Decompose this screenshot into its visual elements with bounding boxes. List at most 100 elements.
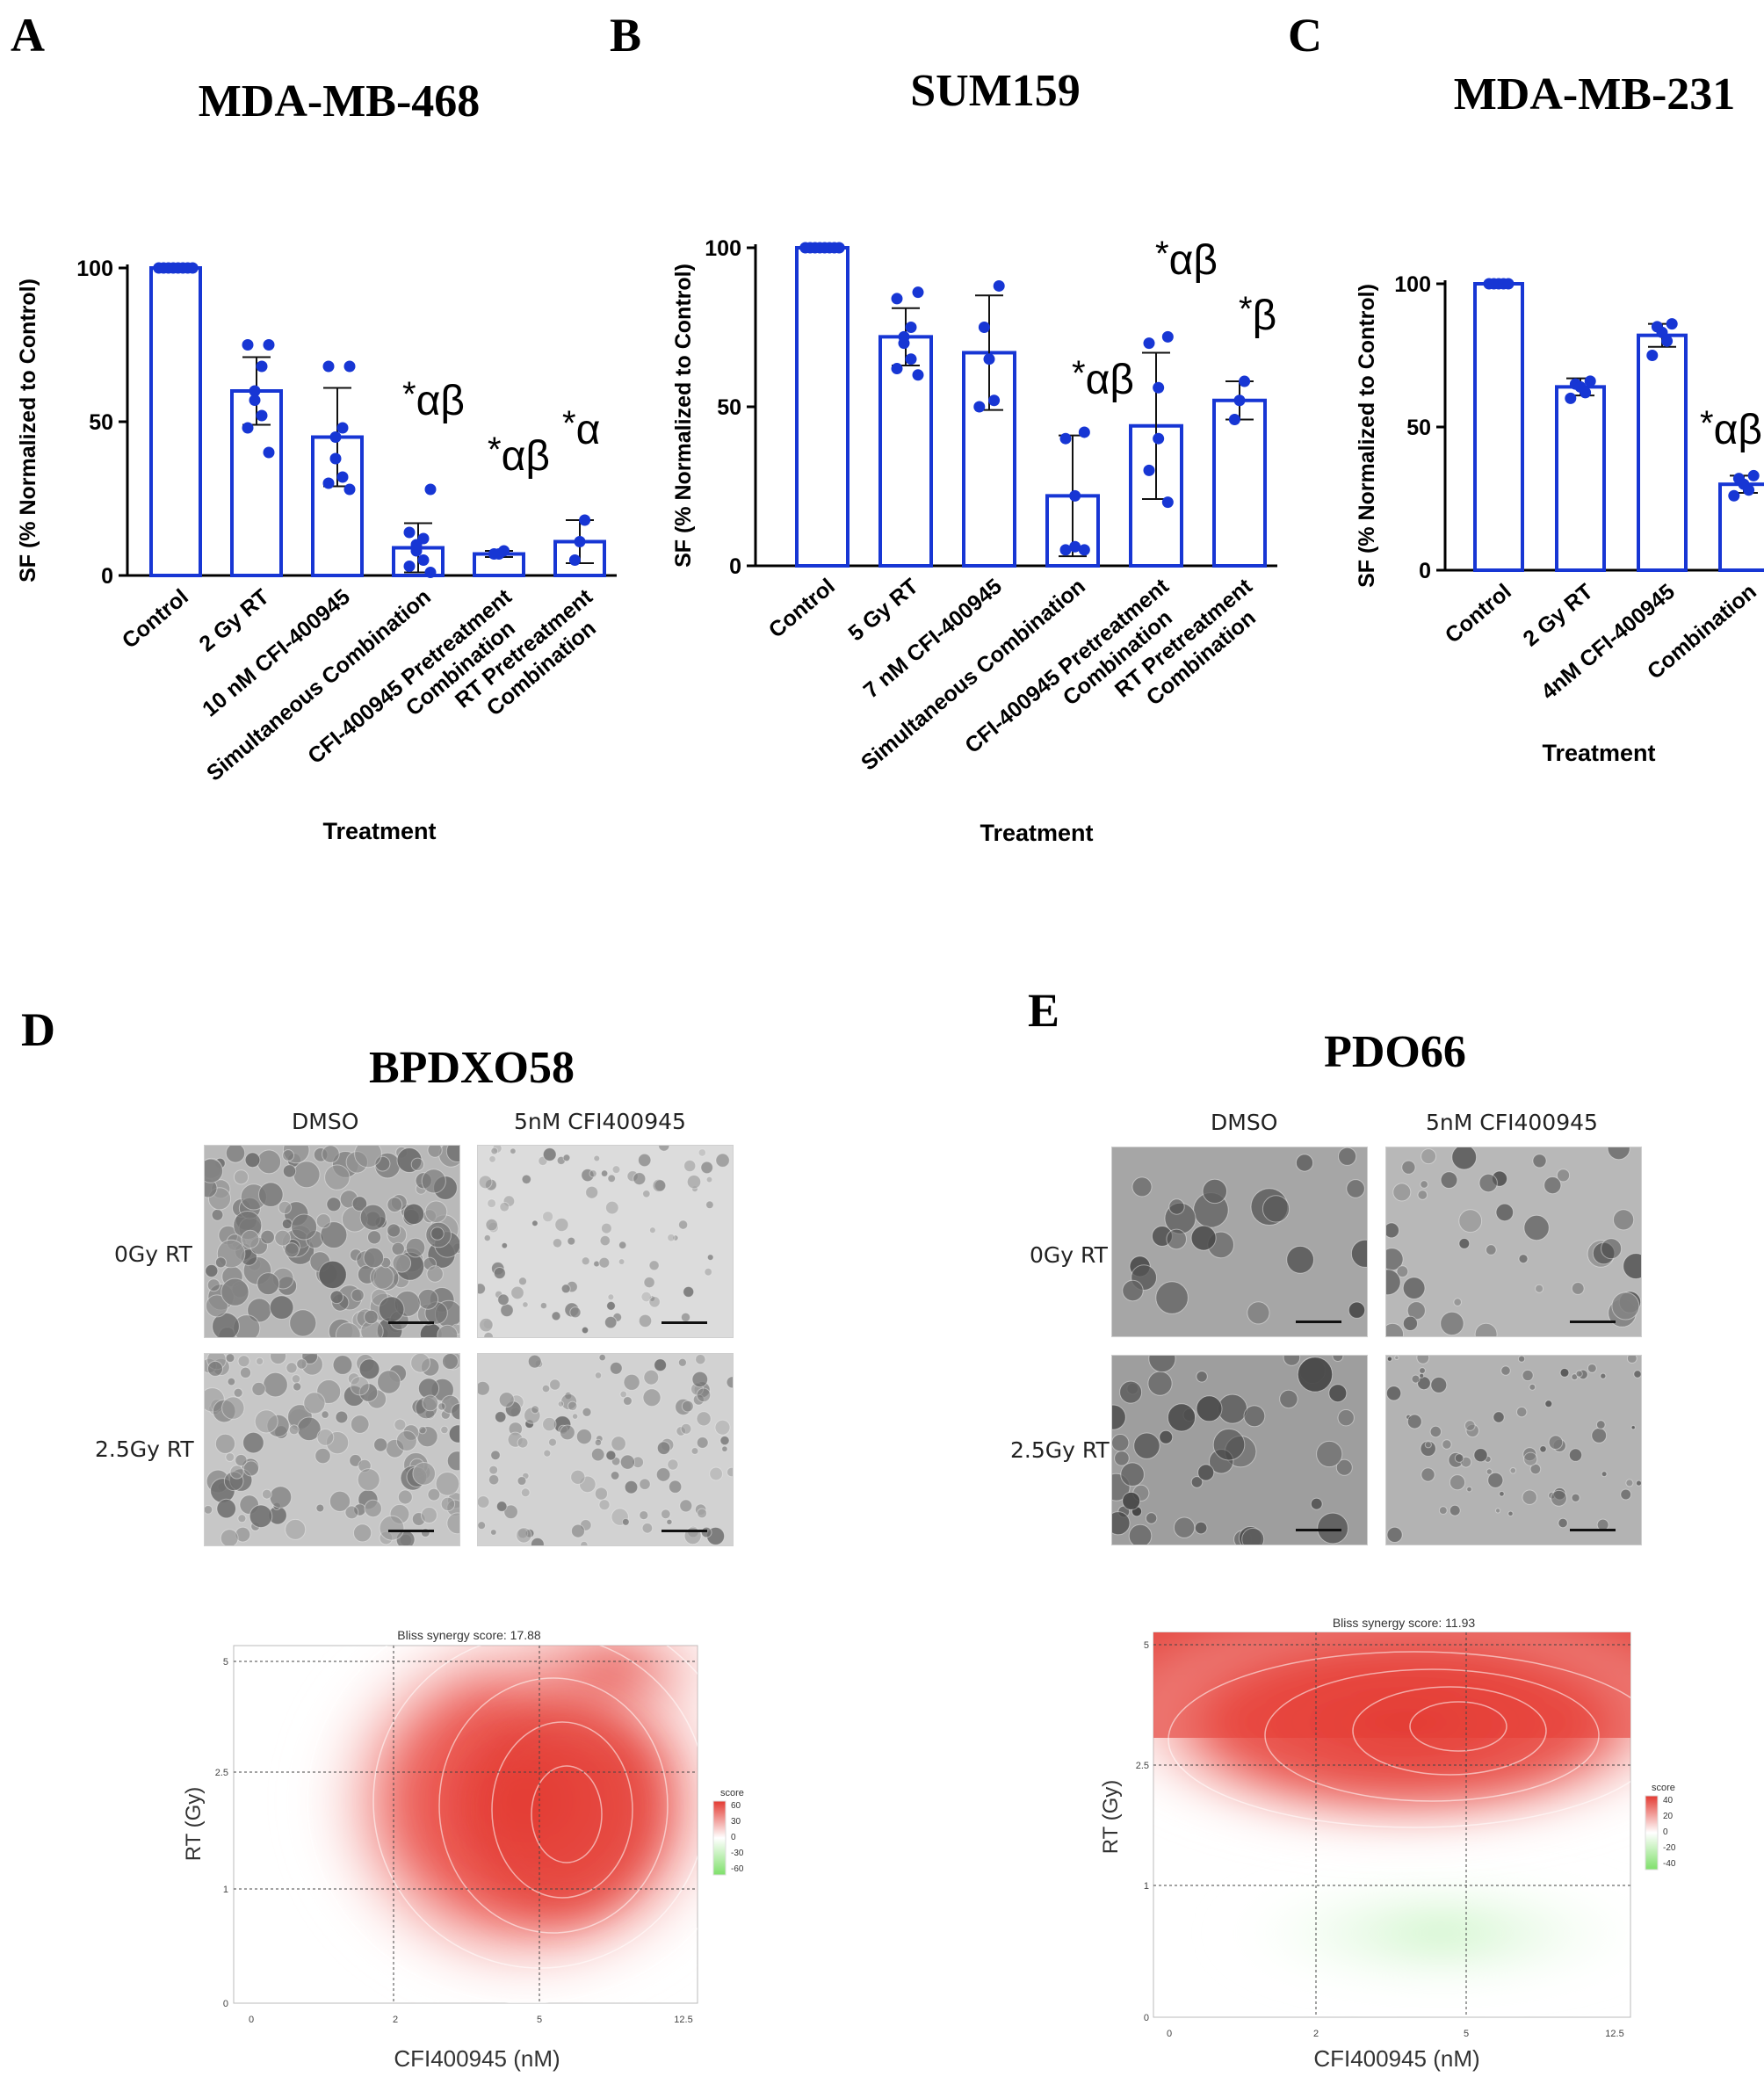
organoid-cell — [638, 1153, 652, 1168]
organoid-cell — [373, 1437, 388, 1452]
synergy-ytick-e-1: 1 — [1144, 1881, 1149, 1892]
organoid-cell — [598, 1499, 611, 1511]
organoid-cell — [293, 1161, 321, 1189]
organoid-cell — [1151, 1226, 1173, 1247]
significance-annotation: *α — [562, 404, 600, 453]
organoid-cell — [642, 1190, 651, 1198]
synergy-legend-tick-d-4: -60 — [731, 1864, 744, 1874]
organoid-cell — [498, 1392, 515, 1408]
organoid-cell — [517, 1476, 527, 1486]
organoid-cell — [1478, 1173, 1498, 1193]
significance-annotation: *αβ — [1155, 235, 1218, 284]
organoid-cell — [654, 1179, 667, 1192]
organoid-cell — [478, 1495, 490, 1509]
organoid-cell — [214, 1256, 227, 1269]
organoid-cell — [600, 1169, 609, 1177]
bar — [1212, 398, 1267, 568]
organoid-cell — [686, 1175, 702, 1190]
organoid-cell — [1532, 1154, 1547, 1169]
organoid-cell — [1131, 1176, 1153, 1198]
organoid-cell — [568, 1400, 578, 1411]
organoid-cell — [363, 1247, 385, 1269]
organoid-cell — [350, 1376, 370, 1396]
synergy-blob-e-main — [1153, 1632, 1630, 1845]
organoid-cell — [656, 1441, 671, 1455]
organoid-cell — [1522, 1369, 1534, 1382]
data-point — [263, 339, 275, 351]
organoid-cell — [524, 1407, 541, 1424]
organoid-cell — [427, 1487, 441, 1501]
organoid-cell — [599, 1234, 611, 1247]
organoid-cell — [478, 1380, 490, 1396]
synergy-xtick-e-2: 5 — [1464, 2029, 1469, 2039]
organoid-cell — [580, 1540, 589, 1545]
data-point — [1747, 469, 1760, 481]
organoid-cell — [257, 1272, 280, 1296]
micrograph-e-drug-0gy — [1385, 1147, 1642, 1337]
data-point — [403, 561, 416, 572]
organoid-cell — [257, 1149, 282, 1175]
organoid-cell — [638, 1313, 653, 1328]
organoid-cell — [641, 1523, 654, 1534]
synergy-green-e — [1212, 1871, 1630, 1994]
organoid-cell — [242, 1431, 264, 1454]
organoid-cell — [1386, 1269, 1401, 1296]
organoid-cell — [1539, 1445, 1547, 1453]
organoid-cell — [1438, 1506, 1448, 1516]
organoid-cell — [435, 1472, 459, 1496]
organoid-cell — [548, 1437, 557, 1447]
organoid-cell — [571, 1523, 585, 1538]
data-point — [322, 360, 335, 373]
x-tick-label: 4nM CFI-400945 — [1536, 579, 1680, 705]
data-point — [905, 353, 917, 365]
organoid-cell — [495, 1411, 507, 1423]
organoid-cell — [1350, 1239, 1367, 1268]
organoid-cell — [288, 1424, 300, 1436]
organoid-cell — [497, 1293, 510, 1306]
organoid-cell — [1626, 1356, 1637, 1364]
organoid-cell — [1332, 1356, 1344, 1362]
y-tick-label: 0 — [1419, 559, 1431, 583]
y-tick-label: 50 — [1406, 416, 1431, 440]
organoid-cell — [1474, 1322, 1498, 1336]
organoid-cell — [291, 1374, 301, 1384]
data-point — [1743, 484, 1755, 496]
organoid-cell — [379, 1515, 405, 1541]
organoid-cell — [1420, 1440, 1436, 1458]
organoid-cell — [1419, 1372, 1425, 1378]
y-tick-label: 100 — [76, 257, 113, 281]
organoid-cell — [1430, 1376, 1448, 1393]
synergy-xtick-d-1: 2 — [393, 2015, 398, 2025]
organoid-cell — [642, 1388, 662, 1407]
x-axis-title: Treatment — [322, 818, 436, 844]
organoid-cell — [249, 1504, 273, 1529]
organoid-cell — [446, 1512, 459, 1535]
organoid-cell — [495, 1501, 508, 1512]
organoid-cell — [1440, 1171, 1458, 1189]
organoid-cell — [594, 1438, 603, 1447]
y-tick-label: 0 — [101, 564, 113, 589]
organoid-cell — [402, 1203, 425, 1226]
organoid-cell — [1394, 1356, 1399, 1360]
data-point — [403, 526, 416, 539]
organoid-cell — [1429, 1425, 1442, 1438]
data-point — [343, 360, 356, 373]
organoid-cell — [1316, 1440, 1343, 1468]
organoid-cell — [510, 1285, 524, 1300]
organoid-cell — [1523, 1214, 1550, 1241]
organoid-cell — [643, 1369, 660, 1386]
organoid-cell — [258, 1182, 284, 1208]
data-point — [249, 385, 261, 397]
organoid-cell — [1442, 1439, 1452, 1450]
organoid-cell — [225, 1146, 246, 1163]
data-point — [1078, 426, 1090, 438]
organoid-cell — [374, 1155, 391, 1172]
organoid-cell — [418, 1426, 427, 1435]
organoid-cell — [1556, 1169, 1571, 1183]
data-point — [1143, 464, 1155, 476]
organoid-cell — [678, 1219, 689, 1230]
synergy-legend-bar-d — [712, 1800, 727, 1876]
data-point — [1661, 335, 1674, 347]
organoid-cell — [562, 1154, 571, 1162]
organoid-cell — [1516, 1406, 1528, 1418]
